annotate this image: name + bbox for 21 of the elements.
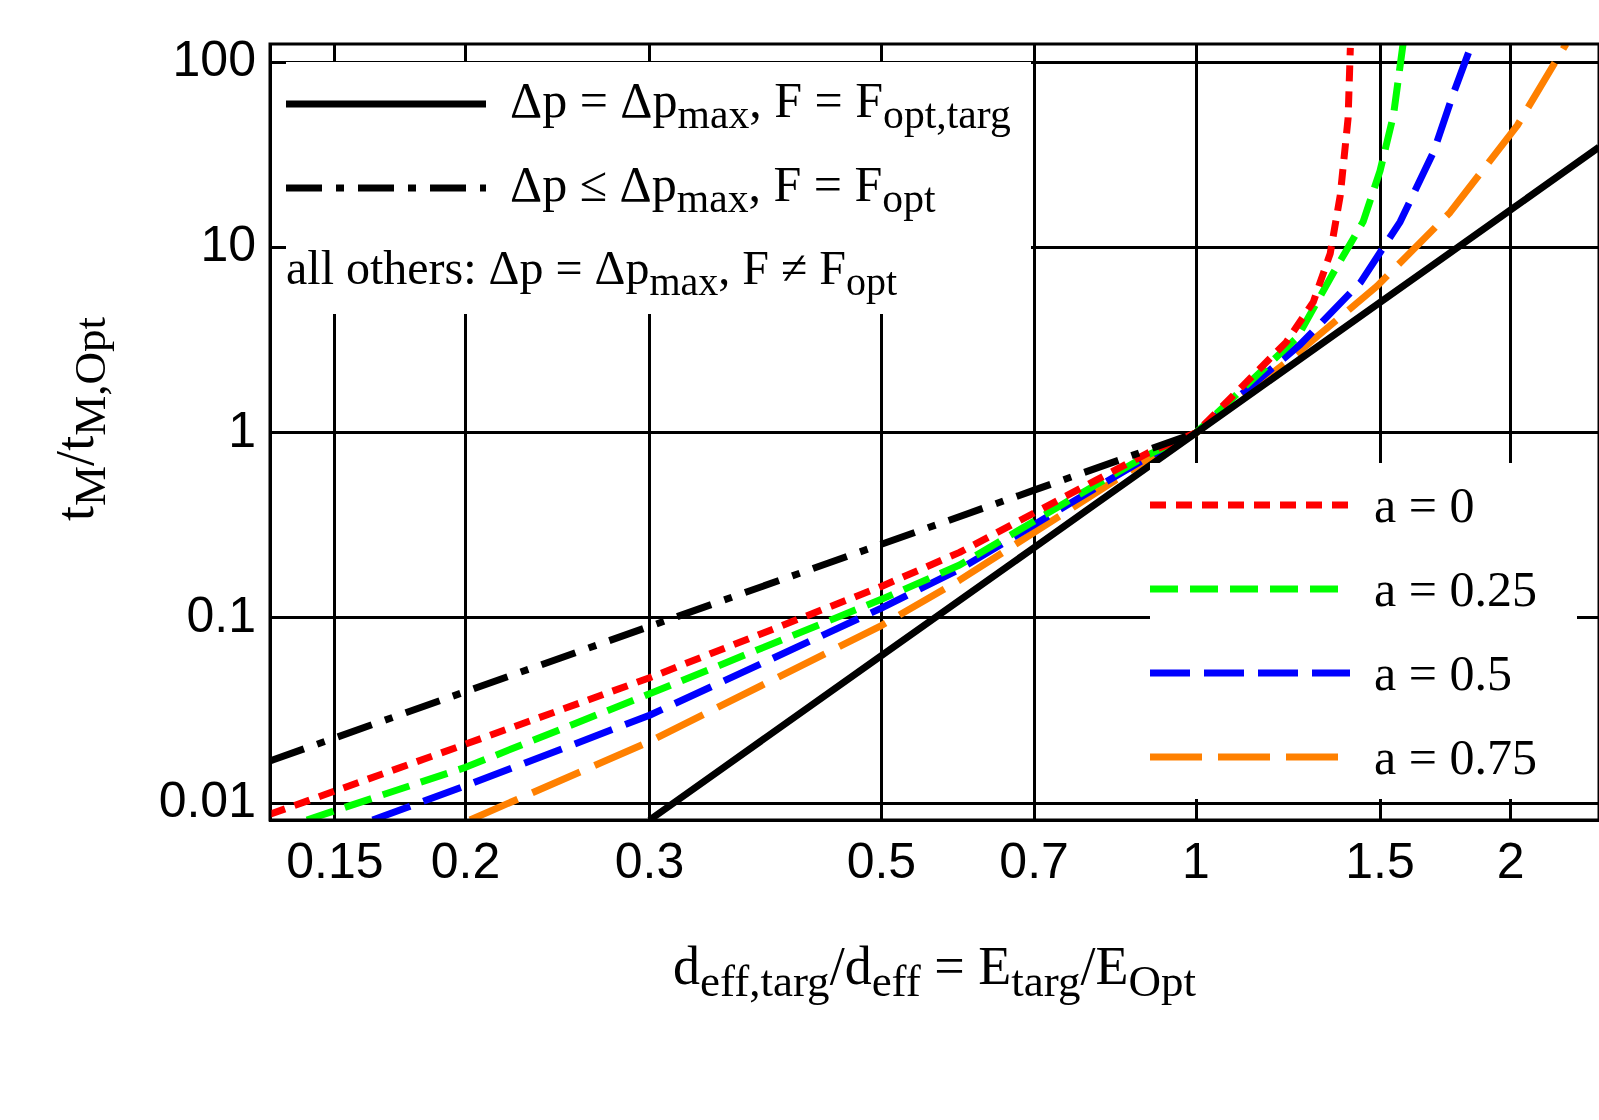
legend-label: a = 0.25 <box>1374 560 1537 618</box>
x-tick-label: 0.5 <box>846 832 917 889</box>
x-tick-label: 1.5 <box>1345 832 1415 889</box>
y-tick-label: 100 <box>172 31 256 88</box>
legend-label: a = 0.75 <box>1374 728 1537 786</box>
x-tick-label: 2 <box>1496 832 1525 889</box>
legend-label: Δp = Δp$_{max}$, F = F$_{opt,targ}$ <box>510 70 1011 138</box>
y-tick-label: 0.01 <box>158 771 256 828</box>
legend-label: a = 0.5 <box>1374 644 1512 702</box>
y-tick-label: 10 <box>200 216 256 273</box>
legend-label: a = 0 <box>1374 476 1475 534</box>
y-tick-label: 1 <box>228 401 256 458</box>
x-tick-label: 0.3 <box>614 832 685 889</box>
x-tick-label: 0.7 <box>999 832 1069 889</box>
y-tick-label: 0.1 <box>186 586 256 643</box>
x-tick-label: 1 <box>1182 832 1210 889</box>
x-tick-label: 0.2 <box>430 832 501 889</box>
x-tick-label: 0.15 <box>286 832 384 889</box>
x-axis-title: d$_{eff,targ}$/d$_{eff}$ = E$_{targ}$/E$_{Opt}$ <box>672 935 1197 1007</box>
legend-label: Δp ≤ Δp$_{max}$, F = F$_{opt}$ <box>510 154 936 222</box>
annotation: all others: Δp = Δp$_{max}$, F ≠ F$_{opt}$ <box>286 239 898 305</box>
